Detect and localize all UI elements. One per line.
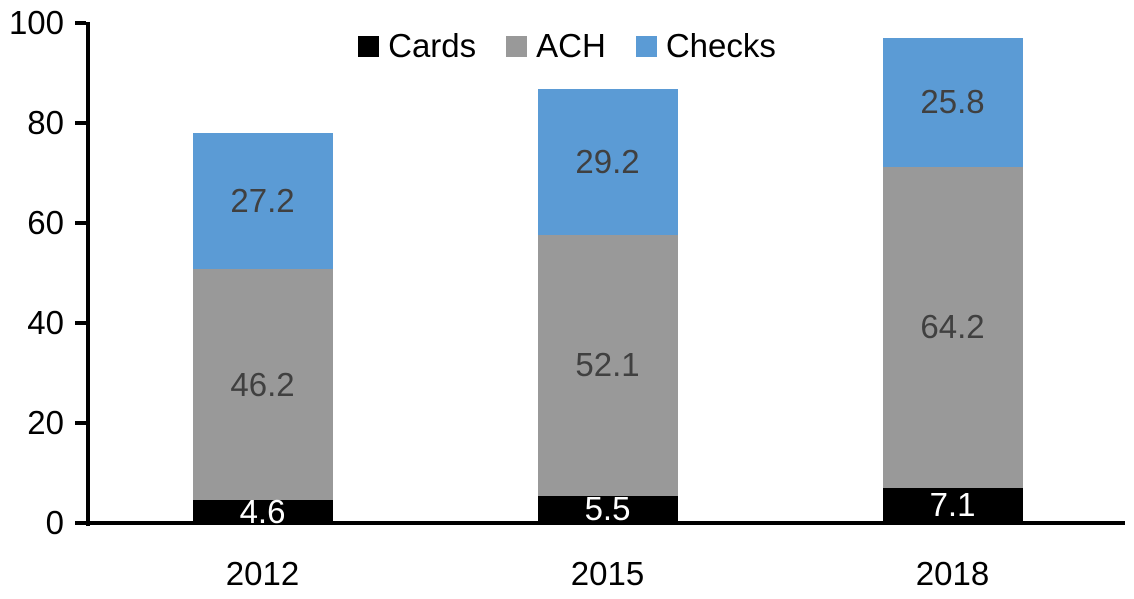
- bar-value-label-ach-2015: 52.1: [575, 346, 640, 384]
- y-axis-tick-mark: [75, 521, 86, 525]
- legend-item-cards: Cards: [358, 27, 477, 64]
- bar-segment-ach-2012: [192, 269, 333, 500]
- legend-item-ach: ACH: [506, 27, 606, 64]
- legend-swatch-checks: [635, 35, 657, 57]
- y-axis-tick-label: 20: [27, 404, 64, 441]
- y-axis-tick-label: 0: [45, 504, 64, 541]
- bar-value-label-checks-2012: 27.2: [230, 182, 295, 219]
- legend-label-checks: Checks: [665, 27, 776, 64]
- x-axis-line: [86, 521, 1125, 525]
- bar-segment-ach-2015: [537, 235, 678, 496]
- legend-swatch-ach: [506, 35, 528, 57]
- legend-label-ach: ACH: [536, 27, 606, 64]
- x-axis-category-label-2015: 2015: [570, 555, 645, 592]
- legend-item-checks: Checks: [635, 27, 776, 64]
- bar-value-label-ach-2018: 64.2: [920, 308, 985, 345]
- bar-value-label-cards-2012: 4.6: [239, 492, 286, 530]
- bar-segment-cards-2015: [537, 495, 678, 523]
- bar-value-label-checks-2015: 29.2: [575, 143, 640, 180]
- bar-value-label-checks-2018: 25.8: [920, 83, 985, 120]
- bar-value-label-ach-2012: 46.2: [230, 365, 295, 403]
- y-axis-tick-mark: [75, 321, 86, 325]
- x-axis-category-label-2018: 2018: [915, 555, 990, 592]
- bar-segment-checks-2012: [192, 133, 333, 269]
- y-axis-tick-mark: [75, 21, 86, 25]
- y-axis-tick-label: 40: [27, 304, 64, 341]
- bar-value-label-cards-2015: 5.5: [584, 490, 631, 528]
- y-axis-tick-label: 80: [27, 104, 64, 141]
- bar-segment-cards-2012: [192, 500, 333, 523]
- y-axis-line: [86, 22, 90, 526]
- y-axis-tick-mark: [75, 421, 86, 425]
- bar-segment-checks-2015: [537, 89, 678, 235]
- y-axis-tick-label: 60: [27, 204, 64, 241]
- y-axis-tick-label: 100: [8, 4, 64, 41]
- x-axis-category-label-2012: 2012: [225, 555, 300, 592]
- bar-segment-ach-2018: [882, 166, 1023, 488]
- bar-segment-checks-2018: [882, 37, 1023, 167]
- y-axis-tick-mark: [75, 221, 86, 225]
- bar-value-label-cards-2018: 7.1: [929, 486, 976, 524]
- legend-swatch-cards: [358, 35, 380, 57]
- bar-segment-cards-2018: [882, 487, 1023, 523]
- legend-label-cards: Cards: [388, 27, 477, 64]
- y-axis-tick-mark: [75, 121, 86, 125]
